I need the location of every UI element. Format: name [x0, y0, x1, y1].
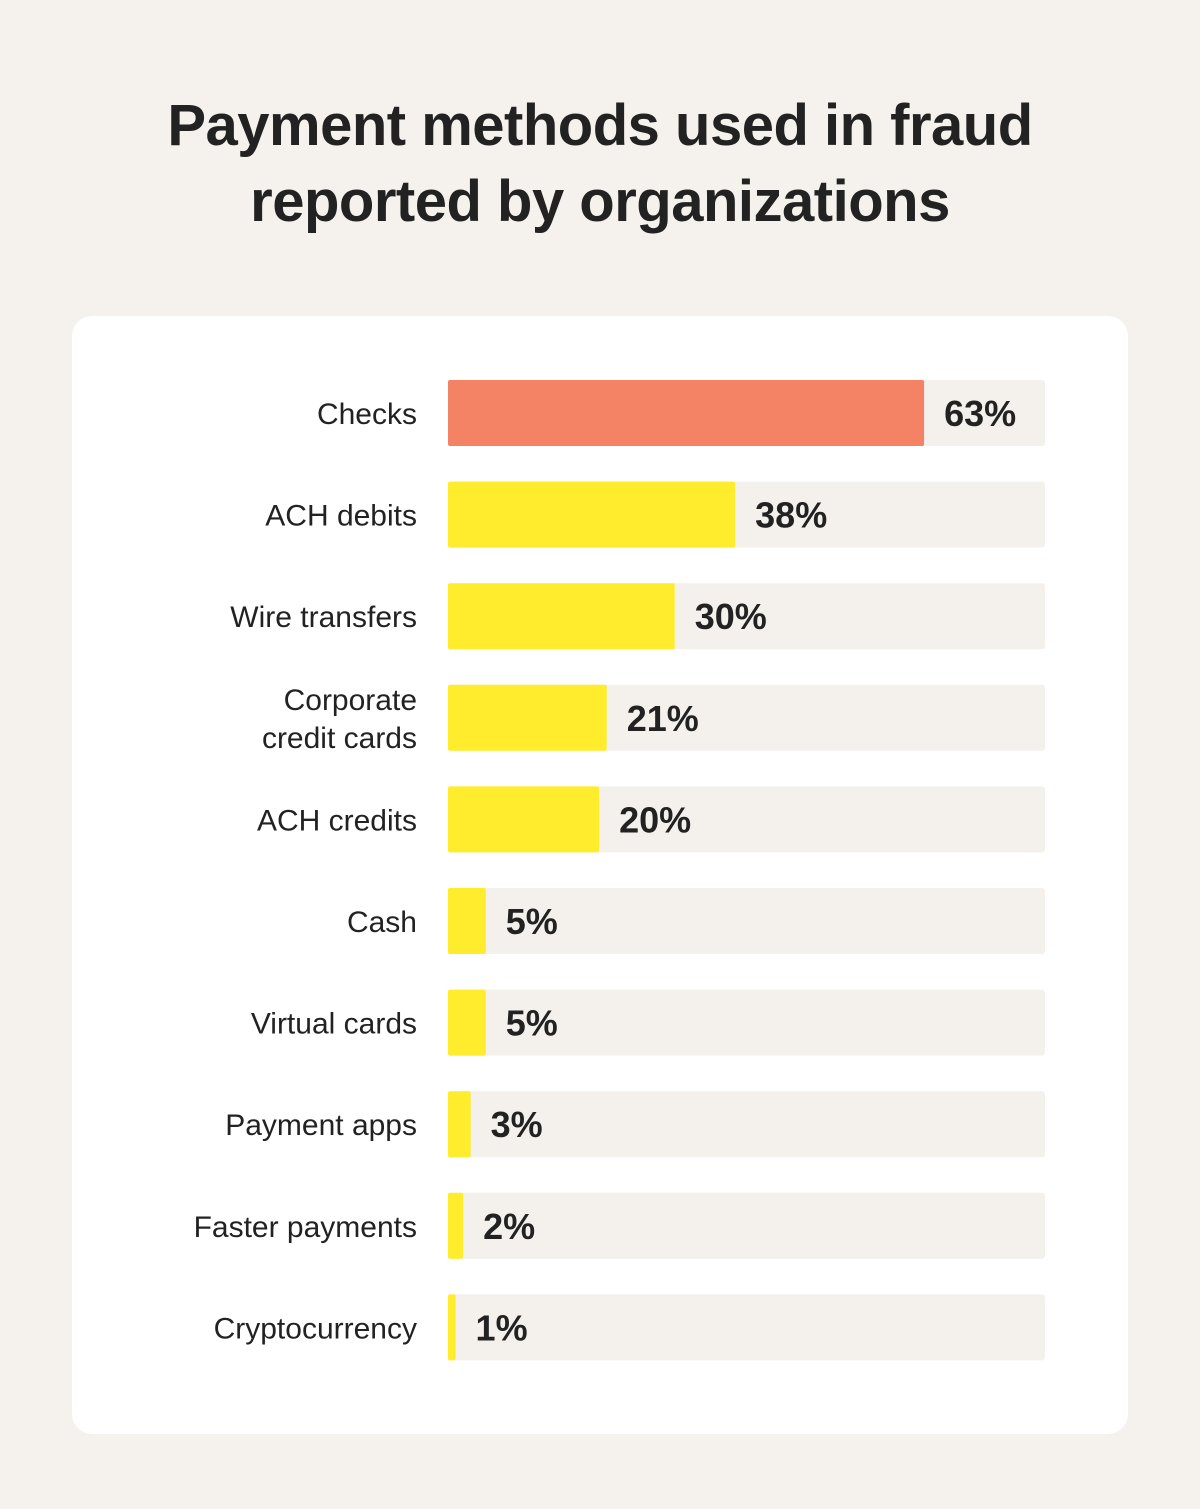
bar-track [448, 1294, 1045, 1361]
category-label: Cash [347, 906, 417, 939]
value-label: 5% [506, 1003, 558, 1044]
value-label: 5% [506, 901, 558, 942]
category-label: Corporate [284, 684, 417, 717]
category-label: ACH debits [265, 500, 417, 533]
bar-track [448, 1192, 1045, 1259]
bar [448, 888, 486, 954]
bar [448, 989, 486, 1056]
value-label: 21% [627, 698, 699, 739]
bar [448, 583, 675, 650]
bar-track [448, 888, 1045, 954]
category-label: Faster payments [194, 1211, 417, 1244]
chart-title: Payment methods used in fraud reported b… [0, 88, 1200, 240]
value-label: 20% [619, 799, 691, 840]
value-label: 2% [483, 1206, 535, 1247]
chart-title-line: reported by organizations [250, 169, 950, 234]
bar [448, 1192, 464, 1259]
bar [448, 481, 736, 548]
category-label: Wire transfers [230, 601, 417, 634]
bar-track [448, 989, 1045, 1056]
bar [448, 786, 600, 853]
category-label: credit cards [262, 722, 417, 755]
bar [448, 380, 925, 446]
value-label: 38% [755, 495, 827, 536]
category-label: Cryptocurrency [214, 1312, 417, 1345]
value-label: 63% [944, 393, 1016, 434]
bar [448, 684, 607, 751]
category-label: ACH credits [257, 804, 417, 837]
value-label: 3% [491, 1104, 543, 1145]
bar-chart: 63% Checks 38% ACH debits 30% Wire transfers 2… [194, 380, 1045, 1361]
category-label: Virtual cards [251, 1008, 417, 1041]
category-label: Payment apps [225, 1109, 417, 1142]
bar [448, 1091, 471, 1158]
value-label: 1% [476, 1307, 528, 1348]
chart-card: 63% Checks 38% ACH debits 30% Wire transfers 2… [72, 316, 1128, 1434]
category-label: Checks [317, 398, 417, 431]
value-label: 30% [695, 596, 767, 637]
chart-title-line: Payment methods used in fraud [167, 93, 1033, 158]
bar-track [448, 1091, 1045, 1158]
bar [448, 1294, 456, 1361]
